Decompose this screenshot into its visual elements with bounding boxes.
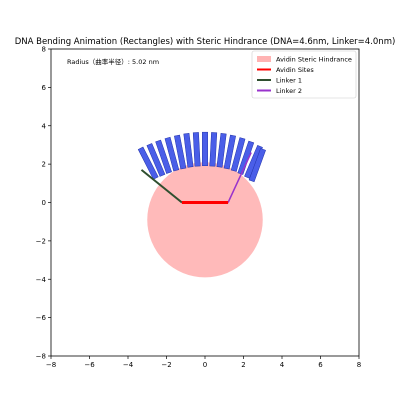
x-axis-ticks: −8 −6 −4 −2 0 2 4 6 8 [46,356,361,369]
dna-segment-12 [230,137,246,172]
avidin-steric-circle [147,162,263,278]
y-tick-label: −8 [36,353,46,361]
dna-segment-8 [202,131,208,167]
x-tick-label: 2 [241,361,245,369]
legend: Avidin Steric Hindrance Avidin Sites Linke… [251,50,357,99]
dna-segment-2 [146,143,166,177]
linker-1-line [140,169,183,204]
legend-label: Avidin Steric Hindrance [276,55,352,63]
dna-segment-10 [216,133,227,168]
y-axis-ticks: −8 −6 −4 −2 0 2 4 6 8 [36,46,51,361]
legend-label: Linker 2 [276,87,302,95]
dna-segment-3 [155,139,172,174]
legend-swatch [257,56,271,62]
x-tick-label: −8 [46,361,56,369]
x-tick-label: −6 [84,361,95,369]
y-tick-label: 8 [42,46,46,54]
x-tick-label: −2 [161,361,171,369]
y-tick-label: 2 [42,161,46,169]
x-tick-label: 0 [203,361,207,369]
radius-annotation: Radius（曲率半径）: 5.02 nm [67,57,159,66]
legend-label: Linker 1 [276,76,302,84]
dna-segment-5 [174,134,187,170]
dna-segment-4 [164,136,180,172]
legend-label: Avidin Sites [276,66,314,74]
chart-title: DNA Bending Animation (Rectangles) with … [15,37,396,47]
x-tick-label: 8 [357,361,361,369]
dna-segment-15 [248,148,266,183]
y-tick-label: −6 [36,314,47,322]
dna-segment-9 [209,132,218,167]
y-tick-label: 0 [42,199,46,207]
linker-lines [140,152,252,204]
plot-area [147,162,263,278]
y-tick-label: 4 [42,122,47,130]
y-tick-label: −4 [36,276,47,284]
linker-2-line [227,152,252,203]
dna-segment-11 [223,134,236,170]
x-tick-label: −4 [123,361,134,369]
dna-rectangles [137,131,266,183]
x-tick-label: 6 [318,361,323,369]
legend-box [251,50,357,99]
x-tick-label: 4 [280,361,285,369]
dna-segment-6 [183,133,194,168]
dna-segment-7 [192,132,201,167]
y-tick-label: 6 [42,84,47,92]
y-tick-label: −2 [36,237,46,245]
dna-segment-1 [137,146,159,180]
